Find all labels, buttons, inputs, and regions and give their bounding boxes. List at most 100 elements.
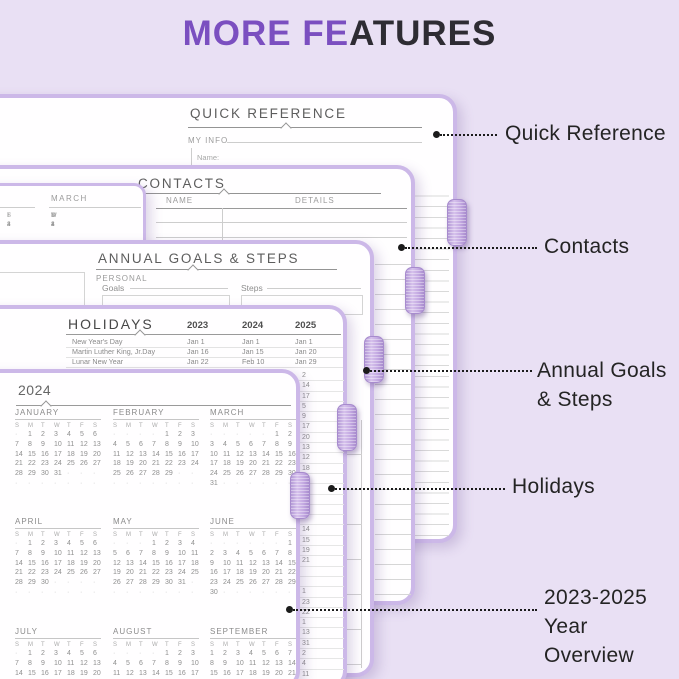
holiday-strip-row: 2 [299,371,344,382]
month-name: AUGUST [113,627,153,636]
month-underline [210,638,296,639]
holiday-strip-row: 23 [299,598,344,608]
holiday-strip-row: 5 [299,402,344,413]
month-june: JUNE S M T W T F S · · · · · · 1 2 3 4 5 6 7 8 9 10 11 12 13 14 15 16… [210,517,302,598]
holiday-strip-row: 1 [299,587,344,598]
fragment-month-underline [49,207,141,208]
fragment-left-underline [0,207,35,208]
callout-line-year-overview [293,609,537,611]
month-name: MAY [113,517,133,526]
holiday-row: New Year's Day Jan 1 Jan 1 Jan 1 [66,337,343,348]
holiday-strip-row: 9 [299,412,344,423]
month-september: SEPTEMBER S M T W T F S 1 2 3 4 5 6 7 8 9 10 11 12 13 14 15 16 1… [210,627,302,679]
annual-goals-underline [96,269,337,270]
holiday-strip-row: 11 [299,670,344,679]
callout-label-annual-goals-line2: & Steps [537,388,613,411]
personal-section-label: PERSONAL [96,274,148,283]
contacts-header-rule [156,208,407,209]
month-march: MARCH S M T W T F S · · · · · 1 2 3 4 5 6 7 8 9 10 11 12 13 14 15 16… [210,408,302,489]
goals-rule [130,288,228,289]
holidays-year-2023: 2023 [187,320,209,331]
month-name: JULY [15,627,38,636]
holiday-strip-row: 31 [299,639,344,650]
callout-label-year-overview-line1: 2023-2025 [544,586,648,609]
title-highlight: MORE FE [182,14,350,53]
annual-goals-title: ANNUAL GOALS & STEPS [98,251,300,266]
holiday-strip-row: 17 [299,422,344,433]
month-underline [113,638,199,639]
month-underline [210,419,296,420]
holiday-name: Martin Luther King, Jr.Day [72,347,156,356]
name-box-edge [191,148,192,166]
month-name: JUNE [210,517,235,526]
callout-label-quick-reference: Quick Reference [505,122,666,145]
holiday-strip-row: 18 [299,464,344,474]
callout-label-contacts: Contacts [544,235,630,258]
holiday-strip-row [299,515,344,526]
holiday-date: Jan 15 [242,347,264,356]
contacts-col-details: DETAILS [295,196,335,205]
quick-reference-ruled-lines [414,186,449,536]
month-may: MAY S M T W T F S · · · 1 2 3 4 5 6 7 8 9 10 11 12 13 14 15 16 17 18… [113,517,205,598]
month-name: FEBRUARY [113,408,165,417]
month-january: JANUARY S M T W T F S · 1 2 3 4 5 6 7 8 9 10 11 12 13 14 15 16 17… [15,408,107,489]
name-field-label: Name: [197,153,220,162]
pen-loop [447,199,467,246]
month-days: · · · 1 2 3 4 5 6 7 8 9 10 11 12 13 14 15 16 17 18 19 20 21 22 23… [113,540,199,596]
month-days: 1234567891011121314151617181920212223242… [210,650,296,677]
callout-label-year-overview-line3: Overview [544,644,634,667]
callout-line-quick-reference [440,134,497,136]
year-months-grid: JANUARY S M T W T F S · 1 2 3 4 5 6 7 8 9 10 11 12 13 14 15 16 17… [0,373,296,679]
holiday-row: Martin Luther King, Jr.Day Jan 16 Jan 15… [66,347,343,358]
contacts-title: CONTACTS [138,176,226,191]
holiday-date: Jan 1 [187,337,205,346]
callout-label-annual-goals-line1: Annual Goals [537,359,667,382]
holiday-strip-row [299,495,344,505]
contacts-row-rule [156,222,407,223]
callout-dot-contacts [398,244,405,251]
month-days: ····123456789101112131415161718192021222… [113,650,199,677]
fragment-month-name: MARCH [51,194,88,203]
holiday-date: Feb 10 [242,357,265,366]
holiday-strip-row [299,484,344,495]
holidays-year-2024: 2024 [242,320,264,331]
holiday-date: Jan 1 [242,337,260,346]
month-underline [210,528,296,529]
steps-rule [267,288,361,289]
holiday-date: Jan 22 [187,357,209,366]
month-days: · · · · · 1 2 3 4 5 6 7 8 9 10 11 12 13 14 15 16 17 18 19 20 21 22… [210,431,296,487]
contacts-col-name: NAME [166,196,194,205]
steps-boxes-rules [347,420,362,669]
callout-dot-quick-reference [433,131,440,138]
month-february: FEBRUARY S M T W T F S · · · · 1 2 3 4 5 6 7 8 9 10 11 12 13 14 15… [113,408,205,489]
callout-line-holidays [335,488,505,490]
holiday-strip-row: 22 [299,608,344,619]
holiday-strip-row: 4 [299,659,344,670]
steps-label: Steps [241,283,263,293]
holiday-strip-row: 13 [299,628,344,639]
page-title: MORE FEATURES [0,14,679,54]
holiday-strip-row [299,577,344,588]
holiday-strip-row: 1 [299,618,344,629]
month-underline [15,638,101,639]
holiday-strip-row: 15 [299,536,344,547]
year-title: 2024 [18,382,52,398]
month-underline [113,528,199,529]
holidays-underline [66,334,341,335]
quick-reference-underline [188,127,422,128]
page-2024-overview: 2024 JANUARY S M T W T F S · 1 2 3 4 5 6 7 8 9 10 11 12 13 14 1… [0,369,300,679]
callout-label-year-overview: 2023-2025 Year Overview [544,583,647,670]
holiday-strip-row: 21 [299,556,344,567]
holiday-date: Jan 16 [187,347,209,356]
holiday-date: Jan 29 [295,357,317,366]
contacts-column-divider [222,208,223,262]
my-info-section-label: MY INFO [188,136,229,145]
holiday-name: Lunar New Year [72,357,124,366]
